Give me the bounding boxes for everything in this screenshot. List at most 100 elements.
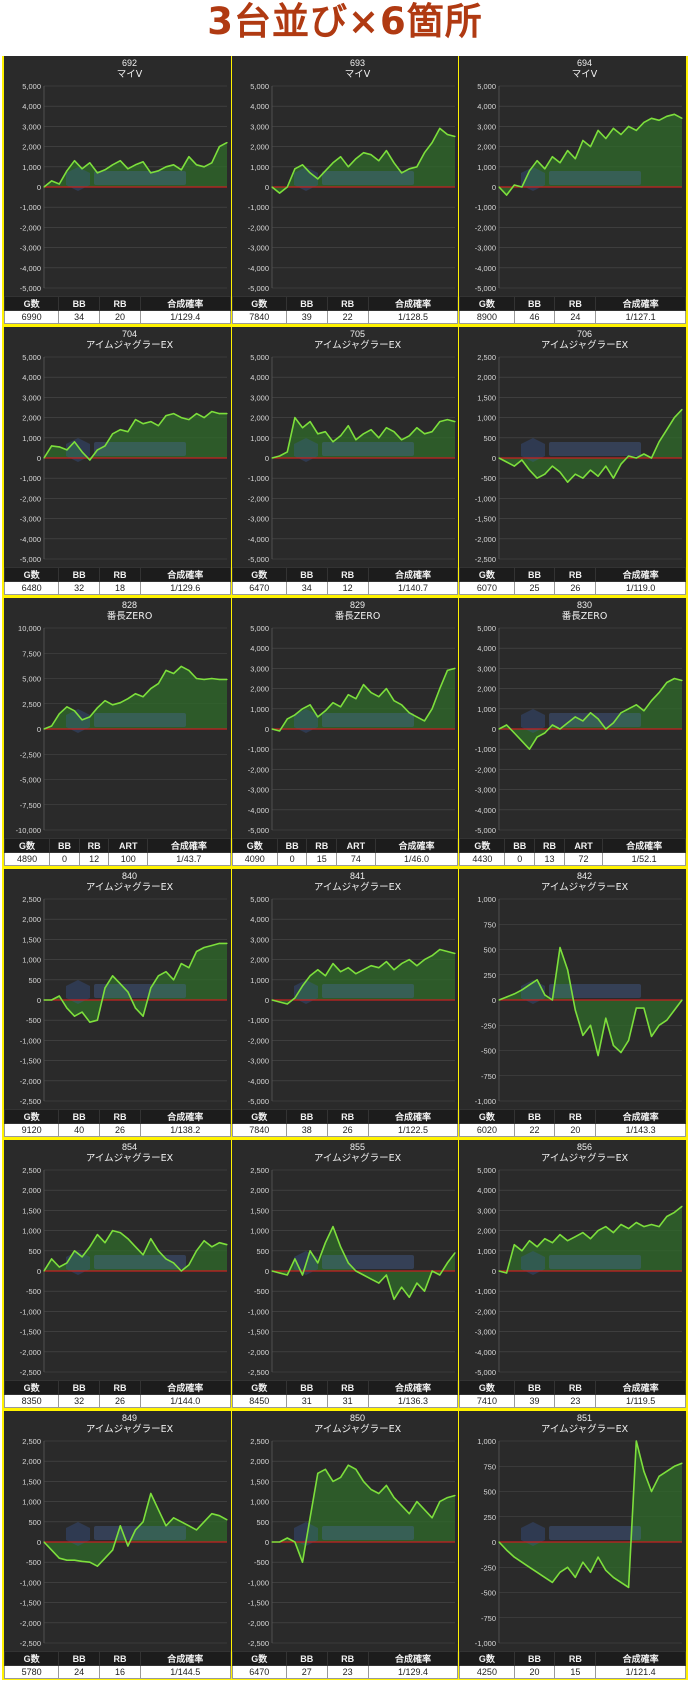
machine-chart-panel: 706 アイムジャグラーEX 2,500 2,000 1,500 1,000 500 0 -50… xyxy=(459,327,687,595)
area-fill xyxy=(499,947,683,1056)
data-point xyxy=(339,971,341,973)
data-point xyxy=(43,728,45,730)
data-point xyxy=(66,170,68,172)
data-point xyxy=(393,1298,395,1300)
data-point xyxy=(506,461,508,463)
y-tick-label: -2,000 xyxy=(20,223,41,232)
y-tick-label: -1,500 xyxy=(247,1599,268,1608)
machine-chart-panel: 692 マイV 5,000 4,000 3,000 2,000 1,000 0 -1,000 -2… xyxy=(3,56,231,324)
y-tick-label: 5,000 xyxy=(22,353,41,362)
data-point xyxy=(559,471,561,473)
y-tick-label: 1,500 xyxy=(478,393,497,402)
data-point xyxy=(674,1465,676,1467)
y-tick-label: -2,000 xyxy=(20,1619,41,1628)
data-point xyxy=(666,429,668,431)
data-point xyxy=(324,1468,326,1470)
stats-value: 0 xyxy=(276,852,308,866)
stats-value: 31 xyxy=(326,1394,369,1408)
data-point xyxy=(226,678,228,681)
data-point xyxy=(96,172,98,174)
model-name: マイV xyxy=(117,69,143,80)
watermark-logo xyxy=(293,709,414,733)
data-point xyxy=(651,1223,653,1226)
data-point xyxy=(203,946,205,949)
data-point xyxy=(438,1501,441,1503)
stats-header: 合成確率 xyxy=(367,1380,459,1395)
y-tick-label: -2,000 xyxy=(247,223,268,232)
data-point xyxy=(658,1024,661,1026)
data-point xyxy=(658,1475,661,1477)
stats-value: 1/129.6 xyxy=(139,581,231,595)
page-title: 3台並び×6箇所 xyxy=(207,0,483,43)
stats-value: 12 xyxy=(326,581,369,595)
data-point xyxy=(408,712,410,714)
data-point xyxy=(613,722,615,724)
data-point xyxy=(658,119,661,121)
y-tick-label: 2,000 xyxy=(22,414,41,423)
stats-header: BB xyxy=(58,1380,101,1395)
stats-header: G数 xyxy=(459,567,515,582)
stats-value: 20 xyxy=(554,1123,597,1137)
data-point xyxy=(211,944,213,947)
y-tick-label: 3,000 xyxy=(22,122,41,131)
machine-stats: G数 BB RB 合成確率 8350 32 26 1/144.0 xyxy=(3,1380,231,1408)
data-point xyxy=(446,950,448,953)
y-tick-label: -1,000 xyxy=(20,1036,41,1045)
data-point xyxy=(51,999,53,1001)
data-point xyxy=(339,156,341,158)
data-point xyxy=(454,1494,456,1497)
data-point xyxy=(628,1586,630,1588)
data-point xyxy=(293,1258,296,1260)
model-name: アイムジャグラーEX xyxy=(541,1152,629,1164)
data-point xyxy=(431,431,433,433)
data-point xyxy=(51,445,53,447)
y-tick-label: 1,000 xyxy=(22,163,41,172)
stats-value: 12 xyxy=(78,852,110,866)
stats-header: BB xyxy=(285,1109,328,1124)
stats-value: 20 xyxy=(513,1665,556,1679)
stats-value: 0 xyxy=(504,852,536,866)
data-point xyxy=(89,459,91,461)
y-tick-label: -1,000 xyxy=(247,474,268,483)
data-point xyxy=(293,714,296,716)
data-point xyxy=(582,1034,584,1036)
stats-value: 1/136.3 xyxy=(367,1394,459,1408)
y-tick-label: 10,000 xyxy=(18,624,41,633)
data-point xyxy=(188,1264,190,1266)
data-point xyxy=(613,1044,615,1046)
data-point xyxy=(385,1484,387,1486)
data-point xyxy=(559,1571,561,1573)
data-point xyxy=(127,991,129,993)
data-point xyxy=(438,948,441,951)
data-point xyxy=(195,950,198,953)
data-point xyxy=(636,704,638,706)
y-tick-label: 5,000 xyxy=(478,624,497,633)
data-point xyxy=(408,168,410,170)
stats-header: BB xyxy=(285,567,328,582)
data-point xyxy=(309,704,311,706)
data-point xyxy=(620,1051,622,1054)
area-fill xyxy=(271,668,455,731)
data-point xyxy=(157,425,159,427)
machine-stats: G数 BB RB ART 合成確率 4430 0 13 72 1/52.1 xyxy=(459,838,687,866)
data-point xyxy=(51,1258,53,1260)
data-point xyxy=(681,679,683,682)
data-point xyxy=(567,722,569,724)
data-point xyxy=(73,1250,76,1252)
y-tick-label: 1,000 xyxy=(478,163,497,172)
data-point xyxy=(203,1521,205,1523)
y-tick-label: 2,000 xyxy=(22,1186,41,1195)
stats-header: RB xyxy=(99,567,141,582)
data-point xyxy=(81,168,83,170)
y-tick-label: 2,500 xyxy=(22,1437,41,1446)
data-point xyxy=(339,706,341,708)
logo-hexagon-icon xyxy=(521,1251,546,1275)
model-name: 番長ZERO xyxy=(334,610,380,622)
stats-table: G数 BB RB ART 合成確率 4430 0 13 72 1/52.1 xyxy=(459,838,687,866)
machine-chart-panel: 856 アイムジャグラーEX 5,000 4,000 3,000 2,000 1,000 0 -… xyxy=(459,1140,687,1408)
y-tick-label: -5,000 xyxy=(247,826,268,835)
stats-table: G数 BB RB 合成確率 6020 22 20 1/143.3 xyxy=(459,1109,687,1137)
machine-number: 704 xyxy=(122,329,137,339)
machine-stats: G数 BB RB 合成確率 6470 27 23 1/129.4 xyxy=(231,1651,459,1679)
data-point xyxy=(567,1240,569,1242)
